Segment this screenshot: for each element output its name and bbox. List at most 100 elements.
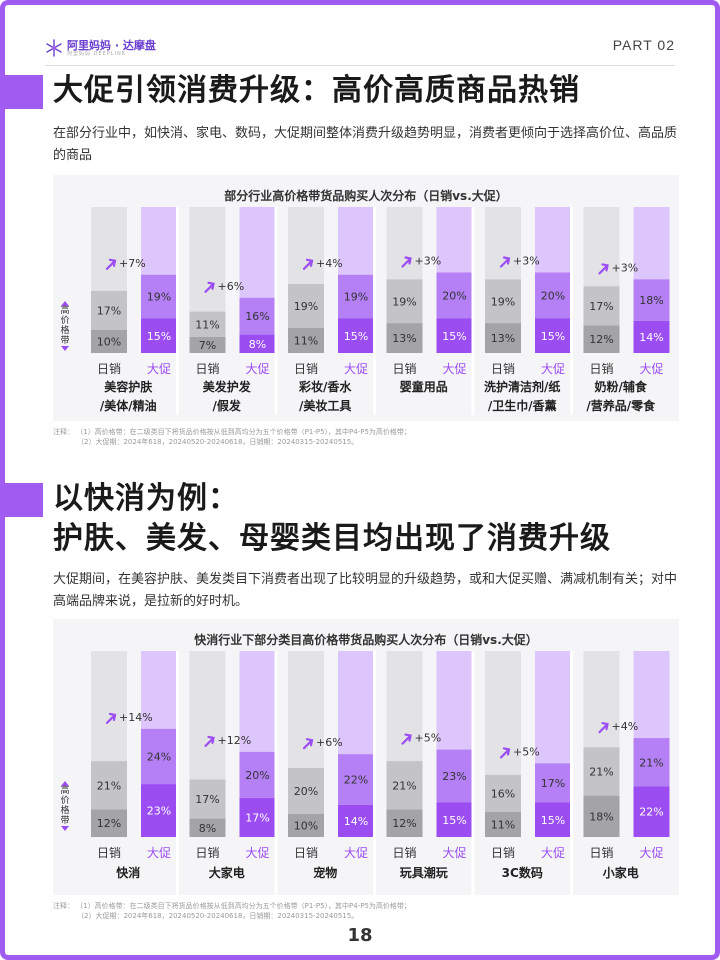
category-label: 洗护清洁剂/纸: [484, 379, 560, 394]
promo-p4-value-label: 18%: [639, 294, 663, 307]
daily-bar-label: 日销: [491, 362, 515, 376]
section2-description: 大促期间，在美容护肤、美发类目下消费者出现了比较明显的升级趋势，或和大促买赠、满…: [53, 572, 678, 609]
daily-p5-value-label: 8%: [199, 822, 216, 835]
daily-p5-value-label: 18%: [589, 810, 613, 823]
daily-p4-bar: [189, 779, 226, 819]
daily-p5-bar: [583, 325, 620, 353]
daily-p4-value-label: 21%: [97, 779, 121, 792]
category-label: 彩妆/香水: [298, 379, 352, 394]
promo-bar-label: 大促: [245, 362, 269, 376]
uplift-arrow-icon: [598, 722, 609, 734]
promo-p4-bar: [535, 272, 571, 319]
category-label: 玩具潮玩: [400, 865, 448, 880]
uplift-label: +6%: [218, 280, 245, 293]
promo-p5-bar: [535, 318, 571, 353]
promo-p4-value-label: 17%: [541, 777, 565, 790]
daily-bar-label: 日销: [392, 846, 416, 860]
promo-p5-bar: [338, 318, 374, 353]
chart-panel-1: 部分行业高价格带货品购买人次分布（日销vs.大促） 高价格带 10% 17% 15%…: [53, 175, 679, 421]
daily-p4-value-label: 21%: [392, 779, 416, 792]
daily-p5-value-label: 10%: [294, 820, 318, 833]
daily-p5-value-label: 13%: [491, 332, 515, 345]
daily-bar-label: 日销: [97, 846, 121, 860]
daily-p5-bar: [485, 323, 521, 353]
promo-p5-bar: [141, 784, 177, 837]
promo-bar-label: 大促: [639, 846, 663, 860]
category-label: /假发: [213, 398, 242, 413]
daily-p5-bar: [189, 336, 226, 353]
logo-text: 阿里妈妈 · 达摩盘: [67, 38, 156, 52]
note-line-1: 注释： （1）高价格带：在二级类目下将货品价格按从低到高均分为五个价格带（P1-…: [53, 428, 411, 436]
promo-p5-value-label: 17%: [245, 811, 269, 824]
section2-title-line2: 护肤、美发、母婴类目均出现了消费升级: [53, 521, 611, 556]
chart1-title: 部分行业高价格带货品购买人次分布（日销vs.大促）: [224, 189, 508, 203]
promo-p5-value-label: 15%: [147, 330, 171, 343]
daily-p5-bar: [91, 809, 127, 837]
category-group: 11% 16% 15% 17% +5% 日销 大促 3C数码: [471, 651, 571, 899]
daily-bar-label: 日销: [392, 362, 416, 376]
promo-p5-value-label: 15%: [442, 814, 466, 827]
chart2-notes: 注释： （1）高价格带：在二级类目下将货品价格按从低到高均分为五个价格带（P1-…: [53, 901, 411, 921]
uplift-label: +5%: [415, 732, 442, 745]
section-marker: [5, 75, 43, 109]
daily-p4-value-label: 16%: [491, 787, 515, 800]
promo-p4-value-label: 20%: [245, 769, 269, 782]
uplift-label: +12%: [218, 734, 252, 747]
promo-p4-value-label: 22%: [344, 774, 368, 787]
daily-bar-label: 日销: [195, 846, 219, 860]
daily-p4-bar: [485, 774, 521, 812]
uplift-label: +3%: [612, 261, 639, 274]
promo-bar-label: 大促: [442, 846, 466, 860]
chart1-notes: 注释： （1）高价格带：在二级类目下将货品价格按从低到高均分为五个价格带（P1-…: [53, 427, 411, 447]
promo-bar-label: 大促: [541, 362, 565, 376]
daily-p4-bar: [485, 279, 521, 324]
uplift-arrow-icon: [401, 733, 412, 745]
daily-p4-value-label: 20%: [294, 785, 318, 798]
promo-p4-value-label: 19%: [147, 291, 171, 304]
uplift-arrow-icon: [204, 735, 215, 747]
daily-p5-bar: [386, 809, 423, 837]
daily-p5-bar: [91, 330, 127, 353]
promo-p5-value-label: 15%: [344, 330, 368, 343]
daily-p5-bar: [485, 811, 521, 837]
uplift-arrow-icon: [204, 281, 215, 293]
daily-p5-value-label: 12%: [589, 333, 613, 346]
daily-bar-label: 日销: [294, 846, 318, 860]
promo-p5-value-label: 8%: [249, 338, 266, 351]
daily-p5-bar: [288, 327, 324, 353]
daily-p4-value-label: 19%: [392, 295, 416, 308]
uplift-label: +5%: [513, 745, 540, 758]
promo-p4-bar: [436, 272, 473, 319]
promo-p4-value-label: 16%: [245, 310, 269, 323]
daily-p4-value-label: 19%: [294, 300, 318, 313]
note-line-1: 注释： （1）高价格带：在二级类目下将货品价格按从低到高均分为五个价格带（P1-…: [53, 902, 411, 910]
promo-p4-bar: [633, 738, 670, 787]
daily-p4-bar: [91, 290, 127, 330]
daily-p4-value-label: 21%: [589, 765, 613, 778]
daily-p4-bar: [288, 284, 324, 328]
category-label: 宠物: [313, 865, 337, 880]
uplift-arrow-icon: [105, 258, 117, 270]
promo-bar-label: 大促: [344, 362, 368, 376]
daily-p4-value-label: 17%: [589, 300, 613, 313]
promo-bar-label: 大促: [147, 846, 171, 860]
daily-p4-value-label: 17%: [195, 793, 219, 806]
promo-p5-value-label: 22%: [639, 806, 663, 819]
daily-p5-bar: [386, 323, 423, 353]
promo-p4-bar: [338, 274, 374, 319]
promo-p4-value-label: 20%: [442, 290, 466, 303]
uplift-label: +4%: [612, 720, 639, 733]
promo-p4-bar: [338, 754, 374, 805]
chart2-plot: 12%21%23%24%+14%日销 大促快消8%17%17%20%+12%日销大…: [91, 651, 670, 899]
chart2-axis-label: 高价格带: [58, 781, 72, 831]
chart2-title: 快消行业下部分类目高价格带货品购买人次分布（日销vs.大促）: [194, 633, 538, 647]
uplift-label: +7%: [119, 257, 146, 270]
uplift-label: +3%: [513, 255, 540, 268]
promo-p4-value-label: 23%: [442, 770, 466, 783]
